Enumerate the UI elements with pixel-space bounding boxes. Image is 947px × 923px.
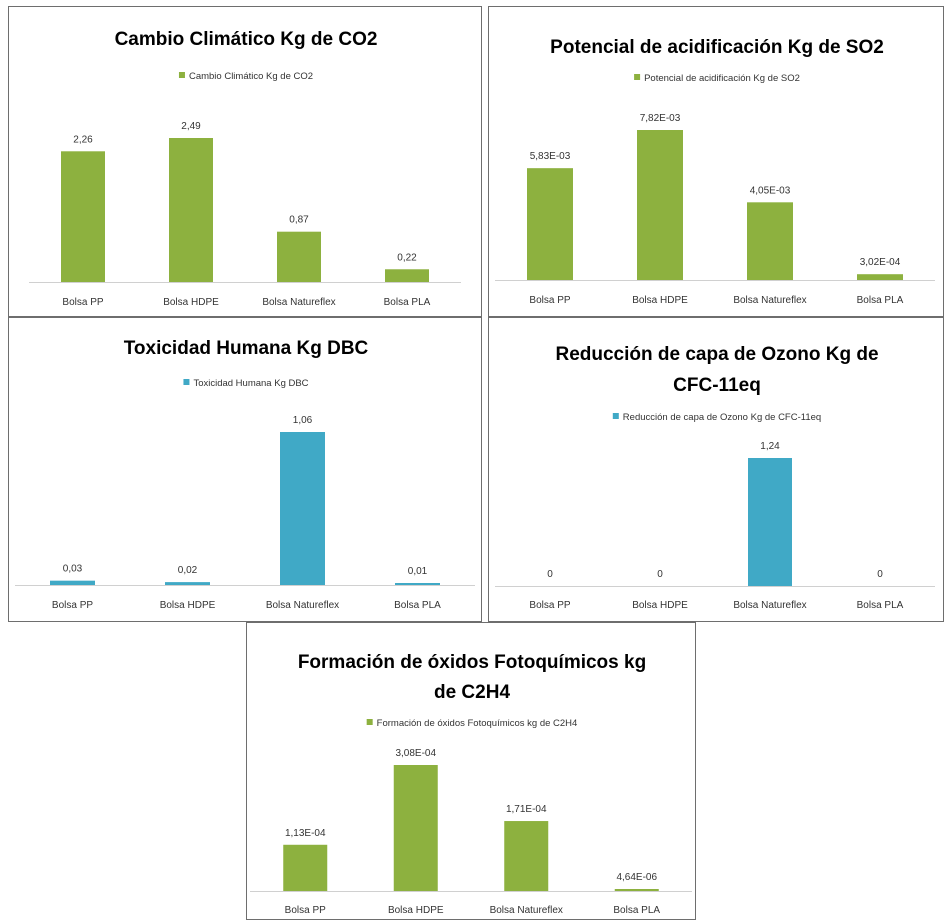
category-label: Bolsa Natureflex <box>262 297 335 308</box>
data-label: 4,05E-03 <box>750 185 791 196</box>
bar <box>165 582 210 585</box>
chart-title: Cambio Climático Kg de CO2 <box>115 29 378 50</box>
chart-title: Toxicidad Humana Kg DBC <box>124 338 369 359</box>
chart-panel-reduccion-ozono: Reducción de capa de Ozono Kg de CFC-11eq… <box>488 317 944 622</box>
chart-title: Formación de óxidos Fotoquímicos kg <box>298 652 646 673</box>
bar <box>748 458 792 586</box>
chart-svg: Reducción de capa de Ozono Kg de CFC-11eq… <box>495 344 935 611</box>
category-label: Bolsa Natureflex <box>266 600 339 611</box>
category-label: Bolsa PP <box>529 600 570 611</box>
category-label: Bolsa PP <box>52 600 93 611</box>
bar <box>614 889 659 891</box>
data-label: 2,49 <box>181 121 201 132</box>
bar <box>50 580 95 585</box>
bar <box>61 151 105 282</box>
chart-title: CFC-11eq <box>673 375 761 396</box>
data-label: 1,24 <box>760 441 780 452</box>
category-label: Bolsa HDPE <box>163 297 219 308</box>
category-label: Bolsa Natureflex <box>733 600 806 611</box>
category-label: Bolsa PLA <box>394 600 441 611</box>
data-label: 0,03 <box>63 564 83 575</box>
category-label: Bolsa Natureflex <box>490 905 563 916</box>
bar <box>637 130 683 280</box>
chart-panel-cambio-climatico: Cambio Climático Kg de CO2 Cambio Climáti… <box>8 6 482 317</box>
legend-swatch <box>178 72 185 78</box>
chart-title: Potencial de acidificación Kg de SO2 <box>550 37 884 58</box>
data-label: 1,13E-04 <box>285 828 326 839</box>
data-label: 0,87 <box>289 215 309 226</box>
data-label: 1,06 <box>293 415 313 426</box>
category-label: Bolsa HDPE <box>160 600 216 611</box>
bar <box>385 269 429 282</box>
category-label: Bolsa PP <box>62 297 103 308</box>
category-label: Bolsa HDPE <box>632 600 688 611</box>
bar <box>395 583 440 585</box>
legend-label: Cambio Climático Kg de CO2 <box>189 71 313 82</box>
data-label: 1,71E-04 <box>506 804 547 815</box>
bar <box>283 844 328 891</box>
chart-panel-oxidos-fotoquimicos: Formación de óxidos Fotoquímicos kg de C2… <box>246 622 696 920</box>
bar <box>527 168 573 280</box>
bar <box>277 231 321 282</box>
category-label: Bolsa PLA <box>857 295 904 306</box>
bar <box>747 202 793 280</box>
category-label: Bolsa PLA <box>613 905 660 916</box>
data-label: 4,64E-06 <box>616 872 657 883</box>
bar <box>169 138 213 282</box>
legend-swatch <box>634 74 641 80</box>
data-label: 3,08E-04 <box>395 748 436 759</box>
legend-swatch <box>612 413 619 419</box>
category-label: Bolsa HDPE <box>632 295 688 306</box>
data-label: 0,22 <box>397 252 417 263</box>
data-label: 0 <box>547 569 553 580</box>
data-label: 3,02E-04 <box>860 257 901 268</box>
chart-title: de C2H4 <box>434 682 510 703</box>
data-label: 0 <box>877 569 883 580</box>
category-label: Bolsa PLA <box>384 297 431 308</box>
data-label: 5,83E-03 <box>530 151 571 162</box>
chart-panel-acidificacion: Potencial de acidificación Kg de SO2 Pote… <box>488 6 944 317</box>
chart-svg: Cambio Climático Kg de CO2 Cambio Climáti… <box>29 29 461 308</box>
category-label: Bolsa PP <box>529 295 570 306</box>
data-label: 2,26 <box>73 134 93 145</box>
legend-label: Formación de óxidos Fotoquímicos kg de C… <box>377 718 578 729</box>
data-label: 0,02 <box>178 565 198 576</box>
data-label: 0 <box>657 569 663 580</box>
chart-svg: Formación de óxidos Fotoquímicos kg de C2… <box>250 652 692 916</box>
bar <box>280 432 325 585</box>
category-label: Bolsa Natureflex <box>733 295 806 306</box>
chart-svg: Potencial de acidificación Kg de SO2 Pote… <box>495 37 935 306</box>
legend-swatch <box>366 719 373 725</box>
bar <box>504 821 549 891</box>
category-label: Bolsa PLA <box>857 600 904 611</box>
chart-panel-toxicidad-humana: Toxicidad Humana Kg DBC Toxicidad Humana … <box>8 317 482 622</box>
bar <box>857 274 903 280</box>
legend-swatch <box>183 379 190 385</box>
category-label: Bolsa PP <box>285 905 326 916</box>
chart-title: Reducción de capa de Ozono Kg de <box>555 344 878 365</box>
legend-label: Potencial de acidificación Kg de SO2 <box>644 73 800 84</box>
chart-svg: Toxicidad Humana Kg DBC Toxicidad Humana … <box>15 338 475 611</box>
legend-label: Reducción de capa de Ozono Kg de CFC-11e… <box>623 412 821 423</box>
data-label: 7,82E-03 <box>640 113 681 124</box>
bar <box>393 765 438 891</box>
data-label: 0,01 <box>408 566 428 577</box>
legend-label: Toxicidad Humana Kg DBC <box>193 378 308 389</box>
category-label: Bolsa HDPE <box>388 905 444 916</box>
